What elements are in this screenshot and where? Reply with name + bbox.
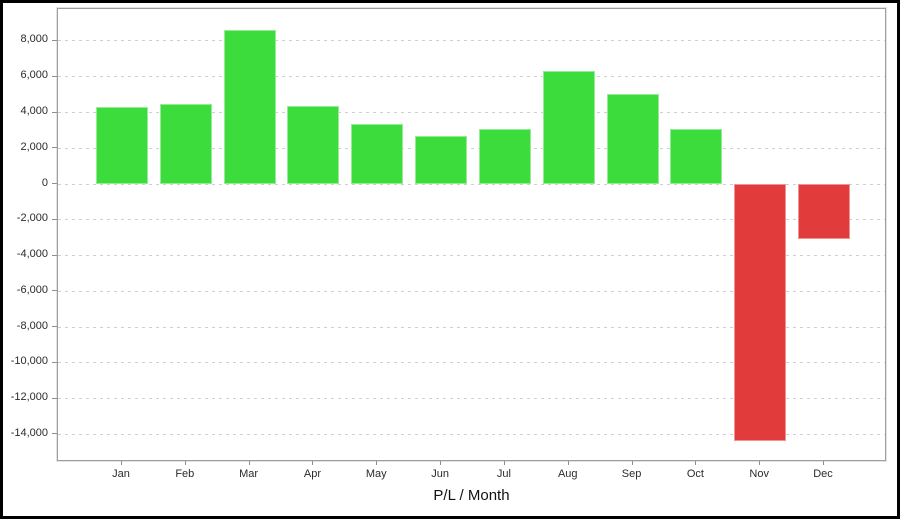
gridline [58,76,885,78]
x-axis-tick-label: Dec [813,468,833,480]
x-axis-tick-label: Sep [621,468,642,480]
x-axis-tick-label: Jul [496,468,511,480]
y-axis-tick-label: -8,000 [16,319,48,332]
x-axis-tick-mark [184,461,186,465]
x-axis-tick-label: Apr [303,468,322,480]
y-axis-tick-mark [52,361,57,363]
y-axis-tick-label: 0 [41,176,48,189]
bar-aug[interactable] [542,71,595,184]
gridline [58,326,885,328]
y-axis-tick-label: -6,000 [16,283,48,296]
bar-jan[interactable] [96,107,148,184]
y-axis-tick-mark [52,147,57,149]
bar-dec[interactable] [798,184,851,239]
bar-jul[interactable] [478,129,531,184]
gridline [58,40,885,42]
y-axis-tick-mark [52,218,57,220]
bar-jun[interactable] [415,135,468,184]
y-axis-tick-mark [52,326,57,328]
y-axis-tick-mark [52,433,57,435]
y-axis-tick-mark [52,183,57,184]
gridline [58,255,885,257]
bar-apr[interactable] [287,106,340,184]
y-axis-tick-mark [52,254,57,256]
x-axis-tick-label: May [365,468,387,480]
y-axis-tick-mark [52,75,57,77]
x-axis-tick-mark [631,461,633,465]
x-axis-tick-mark [121,461,122,465]
x-axis-tick-mark [567,461,569,465]
bar-may[interactable] [351,124,404,184]
y-axis-tick-label: 2,000 [20,140,48,153]
gridline [58,362,885,364]
y-axis-tick-label: 4,000 [20,105,48,117]
gridline [58,398,885,400]
x-axis-tick-mark [759,461,761,465]
x-axis-tick-mark [440,461,442,465]
y-axis-tick-mark [52,111,57,113]
x-axis-tick-label: Jan [112,468,130,480]
bar-oct[interactable] [670,129,723,184]
plot-area [57,8,886,461]
x-axis-tick-mark [312,461,314,465]
x-axis-tick-mark [503,461,505,465]
gridline [58,112,885,113]
x-axis-tick-label: Aug [557,468,578,480]
bar-sep[interactable] [606,93,659,184]
y-axis-tick-mark [52,39,57,41]
gridline [58,147,885,149]
x-axis-tick-label: Jun [431,468,449,480]
x-axis-tick-mark [695,461,697,465]
y-axis-tick-mark [52,290,57,292]
y-axis-tick-label: -2,000 [16,212,48,225]
y-axis-tick-mark [52,397,57,399]
y-axis-tick-label: 6,000 [20,69,48,82]
x-axis-tick-label: Mar [239,468,259,480]
bar-nov[interactable] [734,184,787,442]
x-axis-tick-mark [248,461,250,465]
x-axis-tick-label: Feb [175,468,195,480]
x-axis-tick-mark [376,461,378,465]
bar-feb[interactable] [159,104,212,184]
x-axis-tick-mark [823,461,825,465]
x-axis-tick-label: Nov [749,468,769,480]
gridline [58,183,885,185]
gridline [58,219,885,221]
y-axis-tick-label: -10,000 [10,355,48,368]
gridline [58,433,885,435]
y-axis-tick-label: 8,000 [20,33,48,46]
x-axis-title: P/L / Month [433,487,510,504]
gridline [58,290,885,292]
y-axis-tick-label: -4,000 [16,248,48,261]
y-axis-tick-label: -14,000 [10,426,48,439]
bar-mar[interactable] [223,30,276,184]
x-axis-tick-label: Oct [686,468,704,480]
y-axis-tick-label: -12,000 [10,391,48,404]
